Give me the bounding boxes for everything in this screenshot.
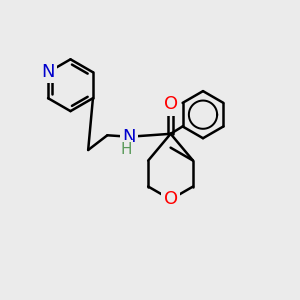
- Text: N: N: [41, 63, 55, 81]
- Text: N: N: [123, 128, 136, 146]
- Text: H: H: [120, 142, 132, 157]
- Text: O: O: [164, 190, 178, 208]
- Text: O: O: [164, 95, 178, 113]
